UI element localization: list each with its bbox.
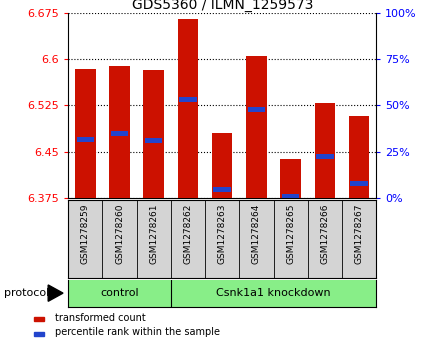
Bar xyxy=(34,317,44,321)
Bar xyxy=(111,131,128,135)
Text: control: control xyxy=(100,288,139,298)
Text: GSM1278265: GSM1278265 xyxy=(286,204,295,264)
Text: GSM1278261: GSM1278261 xyxy=(149,204,158,264)
Bar xyxy=(179,97,197,102)
Bar xyxy=(349,117,369,198)
Bar xyxy=(212,133,232,198)
Bar xyxy=(282,193,299,199)
Polygon shape xyxy=(48,285,63,301)
Bar xyxy=(178,19,198,198)
Bar xyxy=(34,332,44,336)
Bar xyxy=(248,107,265,112)
Text: protocol: protocol xyxy=(4,288,50,298)
Text: GSM1278262: GSM1278262 xyxy=(183,204,192,264)
Text: GSM1278264: GSM1278264 xyxy=(252,204,261,264)
Text: GSM1278267: GSM1278267 xyxy=(355,204,363,264)
Bar xyxy=(145,138,162,143)
Text: GSM1278263: GSM1278263 xyxy=(218,204,227,264)
Bar xyxy=(350,181,368,186)
Bar xyxy=(280,159,301,198)
Bar xyxy=(143,70,164,198)
Text: GSM1278260: GSM1278260 xyxy=(115,204,124,264)
Bar xyxy=(213,187,231,192)
Bar xyxy=(315,103,335,198)
Text: GSM1278266: GSM1278266 xyxy=(320,204,330,264)
Text: percentile rank within the sample: percentile rank within the sample xyxy=(55,327,220,337)
Title: GDS5360 / ILMN_1259573: GDS5360 / ILMN_1259573 xyxy=(132,0,313,12)
Text: GSM1278259: GSM1278259 xyxy=(81,204,90,264)
Bar xyxy=(109,66,130,198)
Text: Csnk1a1 knockdown: Csnk1a1 knockdown xyxy=(216,288,331,298)
Bar xyxy=(77,137,94,142)
Bar xyxy=(316,154,334,159)
Text: transformed count: transformed count xyxy=(55,313,145,323)
Bar xyxy=(75,69,95,198)
Bar xyxy=(246,56,267,198)
